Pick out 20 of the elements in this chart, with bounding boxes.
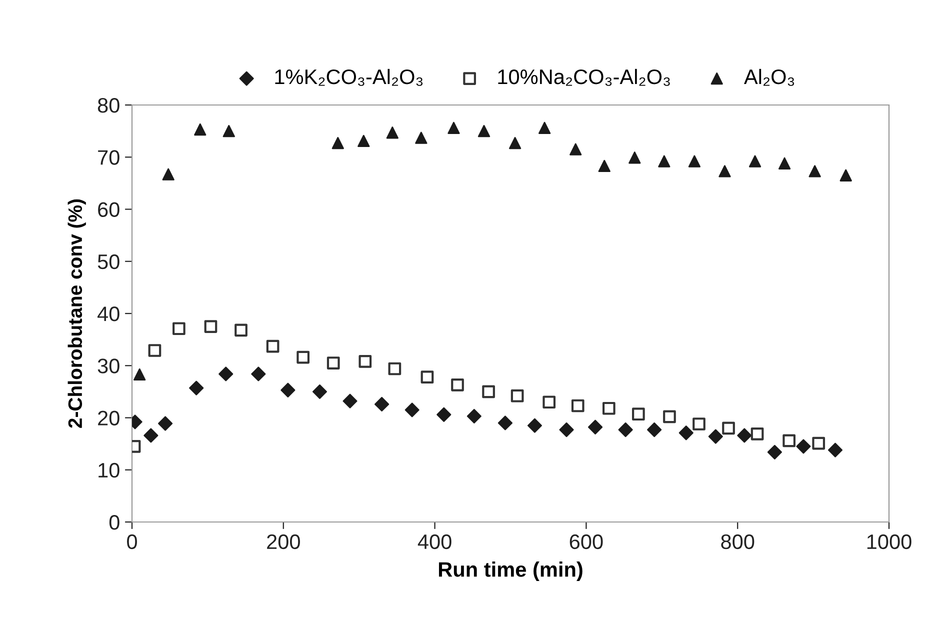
x-tick-label: 400: [418, 534, 452, 550]
legend-label: 1%K₂CO₃-Al₂O₃: [275, 68, 423, 86]
y-tick-label: 50: [98, 254, 120, 270]
y-tick-label: 30: [98, 358, 120, 374]
x-tick-label: 600: [570, 534, 603, 550]
x-tick-label: 800: [721, 534, 754, 550]
x-tick-label: 200: [267, 534, 300, 550]
y-tick-label: 60: [98, 202, 120, 218]
x-tick-label: 0: [127, 534, 137, 550]
y-axis-title: 2-Chlorobutane conv (%): [68, 199, 86, 428]
x-axis-title: Run time (min): [438, 562, 582, 581]
y-tick-label: 80: [98, 98, 120, 113]
y-tick-label: 0: [109, 515, 120, 530]
legend-label: Al₂O₃: [744, 68, 794, 86]
legend-label: 10%Na₂CO₃-Al₂O₃: [498, 68, 670, 86]
y-tick-label: 20: [98, 410, 120, 426]
y-tick-label: 10: [98, 462, 120, 478]
y-tick-label: 70: [98, 150, 120, 165]
y-tick-label: 40: [98, 306, 120, 322]
x-tick-label: 1000: [867, 534, 912, 550]
